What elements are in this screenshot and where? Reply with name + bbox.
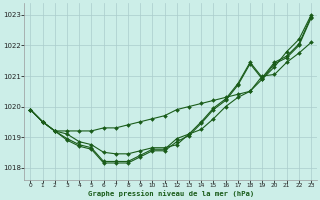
X-axis label: Graphe pression niveau de la mer (hPa): Graphe pression niveau de la mer (hPa) — [88, 190, 254, 197]
